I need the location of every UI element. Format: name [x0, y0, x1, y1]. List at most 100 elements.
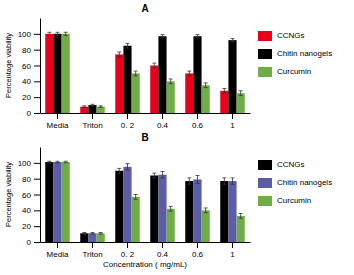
error-bar — [161, 172, 165, 178]
tick-mark — [34, 163, 40, 164]
error-bar — [169, 79, 173, 84]
tick-mark — [34, 210, 40, 211]
bar — [88, 105, 96, 113]
panel: 020406080100MediaTriton0. 20.40.61APerce… — [4, 3, 332, 130]
error-bar — [56, 161, 60, 163]
legend-label: CCNGs — [277, 31, 305, 40]
bar — [202, 85, 210, 113]
x-tick: 0.6 — [192, 113, 204, 130]
legend-label: Chitin nanogels — [277, 178, 332, 187]
tick-label: Media — [47, 121, 69, 130]
error-bar — [161, 35, 165, 38]
legend-label: Curcumin — [277, 67, 311, 76]
x-tick: 0.4 — [157, 242, 169, 259]
y-axis: 020406080100 — [18, 148, 41, 248]
bar — [237, 216, 245, 242]
error-bar — [82, 233, 86, 235]
tick-mark — [34, 226, 40, 227]
legend-swatch — [258, 31, 272, 41]
bar — [150, 176, 158, 243]
bar — [45, 162, 53, 242]
tick-mark — [162, 113, 163, 119]
bar-series — [62, 32, 245, 113]
y-tick: 60 — [22, 62, 40, 71]
tick-mark — [34, 97, 40, 98]
error-bar — [152, 63, 156, 68]
y-axis-title: Percentage viability — [4, 33, 13, 98]
x-tick: Media — [47, 242, 69, 259]
legend-swatch — [258, 49, 272, 59]
error-bar — [117, 168, 121, 173]
panel: 020406080100MediaTriton0. 20.40.61BPerce… — [4, 132, 332, 269]
tick-label: Triton — [82, 121, 102, 130]
tick-label: 100 — [18, 159, 32, 168]
tick-mark — [232, 242, 233, 248]
bar — [53, 162, 61, 242]
tick-label: 1 — [230, 250, 235, 259]
legend-swatch — [258, 67, 272, 77]
axis-line — [40, 148, 41, 243]
x-tick: 1 — [230, 242, 235, 259]
tick-label: 60 — [22, 62, 31, 71]
y-tick: 20 — [22, 93, 40, 102]
bar — [97, 107, 105, 113]
bar — [185, 73, 193, 113]
legend-item: Curcumin — [258, 67, 311, 77]
y-axis-title: Percentage viability — [4, 162, 13, 227]
bar — [88, 233, 96, 242]
tick-label: 0 — [27, 109, 32, 118]
legend-item: Curcumin — [258, 196, 311, 206]
tick-mark — [34, 66, 40, 67]
bar — [62, 34, 70, 113]
y-tick: 40 — [22, 77, 40, 86]
tick-label: 40 — [22, 206, 31, 215]
error-bar — [169, 206, 173, 211]
legend-swatch — [258, 160, 272, 170]
error-bar — [239, 91, 243, 96]
tick-label: Media — [47, 250, 69, 259]
error-bar — [99, 106, 103, 108]
bar — [193, 179, 201, 242]
error-bar — [126, 43, 130, 48]
bar — [202, 210, 210, 242]
bar — [115, 54, 123, 113]
tick-mark — [127, 242, 128, 248]
error-bar — [196, 35, 200, 38]
tick-mark — [57, 113, 58, 119]
x-tick: 1 — [230, 113, 235, 130]
tick-label: 0 — [27, 238, 32, 247]
axis-line — [40, 19, 41, 114]
axis-line — [41, 113, 251, 114]
error-bar — [134, 71, 138, 76]
error-bar — [99, 233, 103, 235]
legend-item: Chitin nanogels — [258, 178, 332, 188]
tick-mark — [34, 179, 40, 180]
error-bar — [91, 104, 95, 106]
tick-label: 0. 2 — [121, 250, 135, 259]
x-tick: Triton — [82, 242, 102, 259]
legend-label: CCNGs — [277, 160, 305, 169]
error-bar — [187, 71, 191, 76]
bar — [220, 181, 228, 242]
legend-swatch — [258, 196, 272, 206]
x-tick: 0.6 — [192, 242, 204, 259]
bar — [237, 93, 245, 113]
error-bar — [204, 83, 208, 88]
bar — [53, 34, 61, 113]
tick-mark — [162, 242, 163, 248]
tick-mark — [57, 242, 58, 248]
y-axis: 020406080100 — [18, 19, 41, 119]
tick-mark — [92, 242, 93, 248]
bar — [123, 46, 131, 113]
legend: CCNGs Chitin nanogels Curcumin — [258, 160, 332, 206]
y-tick: 0 — [27, 238, 40, 247]
chart-svg: 020406080100MediaTriton0. 20.40.61APerce… — [0, 0, 354, 275]
x-axis: Media Triton 0. 2 0.4 0.6 1 — [41, 242, 251, 259]
bar-series — [45, 161, 228, 242]
legend: CCNGsChitin nanogelsCurcumin — [258, 31, 332, 77]
y-tick: 60 — [22, 191, 40, 200]
x-tick: 0. 2 — [121, 113, 135, 130]
bar-series — [62, 161, 245, 242]
tick-label: 60 — [22, 191, 31, 200]
legend-item: CCNGs — [258, 160, 305, 170]
